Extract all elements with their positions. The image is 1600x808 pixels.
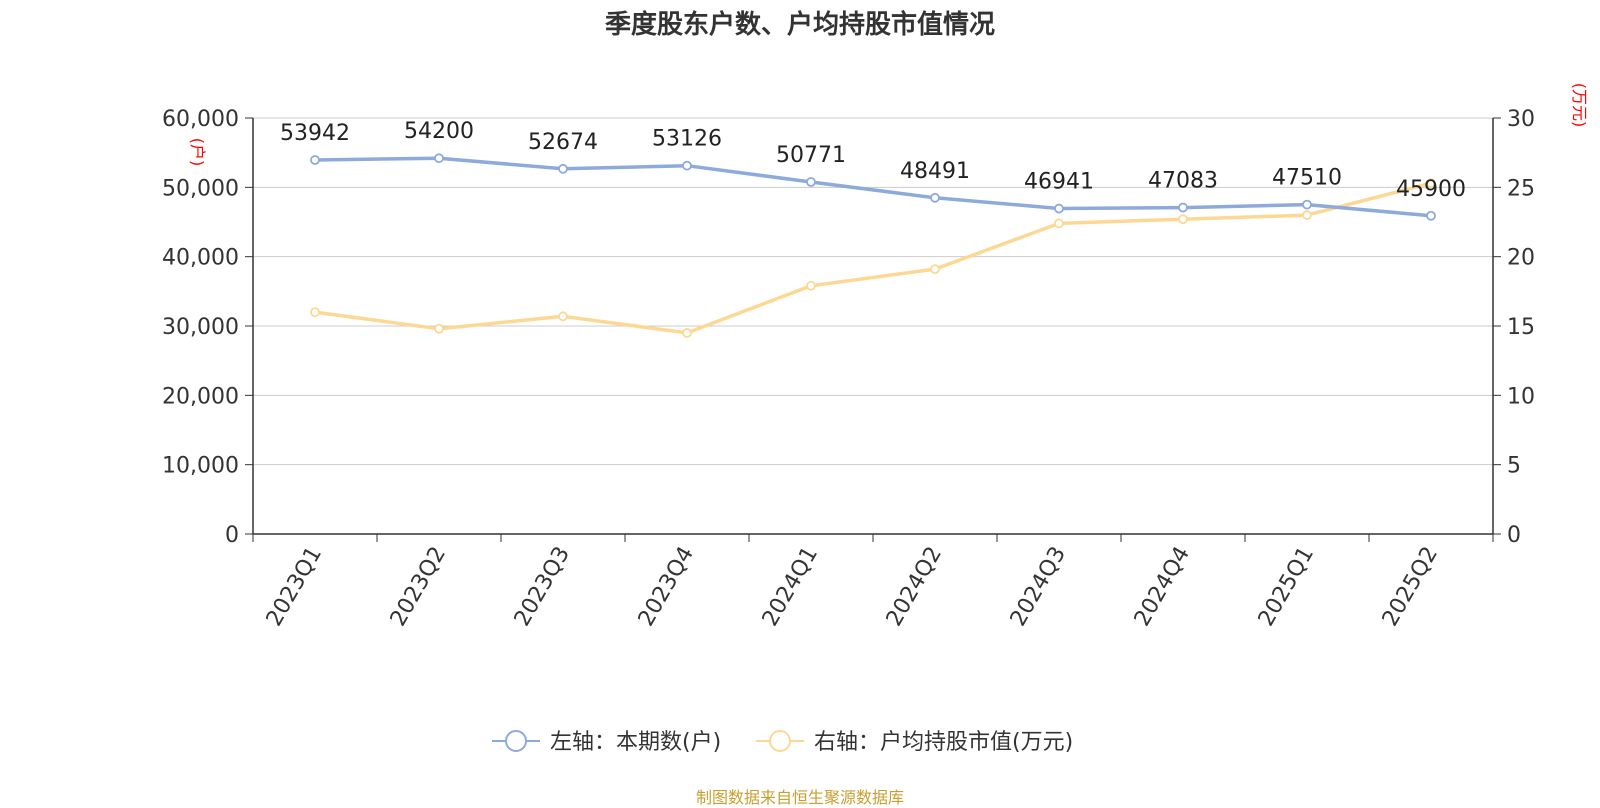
data-point-right	[1302, 210, 1312, 220]
data-point-right	[682, 328, 692, 338]
legend-item-left[interactable]: 左轴：本期数(户)	[492, 730, 721, 755]
data-label: 53126	[652, 127, 722, 152]
right-tick-label: 25	[1507, 176, 1535, 201]
x-tick-label: 2023Q1	[262, 543, 327, 631]
source-note: 制图数据来自恒生聚源数据库	[695, 788, 904, 807]
data-labels: 53942 54200 52674 53126 50771 48491 46941 47083…	[280, 119, 1466, 202]
data-point-right	[1054, 218, 1064, 229]
data-point-left	[930, 192, 940, 203]
data-point-left	[682, 160, 692, 171]
legend-marker-left	[505, 730, 527, 752]
data-label: 53942	[280, 121, 350, 146]
legend-label-right: 右轴：户均持股市值(万元)	[814, 730, 1073, 755]
data-label: 45900	[1396, 177, 1466, 202]
data-point-left	[310, 155, 320, 165]
data-label: 47083	[1148, 169, 1218, 194]
data-label: 50771	[776, 143, 846, 168]
category-labels: 2023Q1 2023Q2 2023Q3 2023Q4 2024Q1 2024Q2 2024…	[262, 543, 1443, 631]
data-point-right	[806, 280, 816, 291]
legend-label-left: 左轴：本期数(户)	[550, 730, 721, 755]
data-label: 47510	[1272, 166, 1342, 191]
data-label: 48491	[900, 159, 970, 184]
x-tick-label: 2023Q4	[634, 543, 699, 631]
right-tick-label: 10	[1507, 384, 1535, 409]
right-axis-name: (万元)	[1570, 83, 1589, 128]
right-tick-label: 15	[1507, 315, 1535, 340]
right-tick-label: 20	[1507, 246, 1535, 271]
data-label: 54200	[404, 119, 474, 144]
series-lines	[314, 156, 1432, 335]
data-point-right	[434, 323, 444, 334]
data-point-right	[1426, 178, 1436, 189]
x-tick-label: 2024Q3	[1006, 543, 1071, 631]
data-point-left	[1426, 210, 1436, 221]
data-points	[310, 153, 1436, 338]
legend-marker-right	[769, 730, 791, 752]
x-tick-label: 2023Q2	[386, 543, 451, 631]
data-label: 46941	[1024, 170, 1094, 195]
series-line-right	[314, 181, 1432, 335]
data-point-left	[1302, 199, 1312, 210]
x-tick-label: 2024Q1	[758, 543, 823, 631]
data-label: 52674	[528, 130, 598, 155]
x-tick-label: 2023Q3	[510, 543, 575, 631]
data-point-left	[1054, 203, 1064, 214]
left-axis-name: (户)	[188, 138, 207, 167]
data-point-right	[1178, 214, 1188, 225]
left-tick-label: 20,000	[162, 384, 239, 409]
data-point-left	[558, 163, 568, 174]
left-tick-label: 50,000	[162, 176, 239, 201]
right-tick-label: 30	[1507, 107, 1535, 132]
chart-title: 季度股东户数、户均持股市值情况	[604, 10, 995, 40]
left-tick-label: 30,000	[162, 315, 239, 340]
right-tick-label: 0	[1507, 523, 1521, 548]
right-axis-ticks: 0 5 10 15 20 25 30	[1493, 107, 1535, 548]
left-tick-label: 40,000	[162, 246, 239, 271]
x-tick-label: 2025Q1	[1254, 543, 1319, 631]
x-tick-label: 2024Q4	[1130, 543, 1195, 631]
data-point-right	[558, 311, 568, 322]
data-point-right	[310, 307, 320, 318]
x-tick-label: 2024Q2	[882, 543, 947, 631]
left-tick-label: 0	[225, 523, 239, 548]
data-point-right	[930, 264, 940, 275]
left-tick-label: 60,000	[162, 107, 239, 132]
series-line-left	[314, 156, 1432, 218]
data-point-left	[1178, 202, 1188, 213]
legend-item-right[interactable]: 右轴：户均持股市值(万元)	[756, 730, 1073, 755]
right-tick-label: 5	[1507, 454, 1521, 479]
data-point-left	[434, 153, 444, 164]
left-tick-label: 10,000	[162, 454, 239, 479]
data-point-left	[806, 177, 816, 187]
left-axis-ticks: 0 10,000 20,000 30,000 40,000 50,000 60,000	[162, 107, 253, 548]
x-tick-label: 2025Q2	[1378, 543, 1443, 631]
legend[interactable]: 左轴：本期数(户) 右轴：户均持股市值(万元)	[492, 730, 1073, 755]
